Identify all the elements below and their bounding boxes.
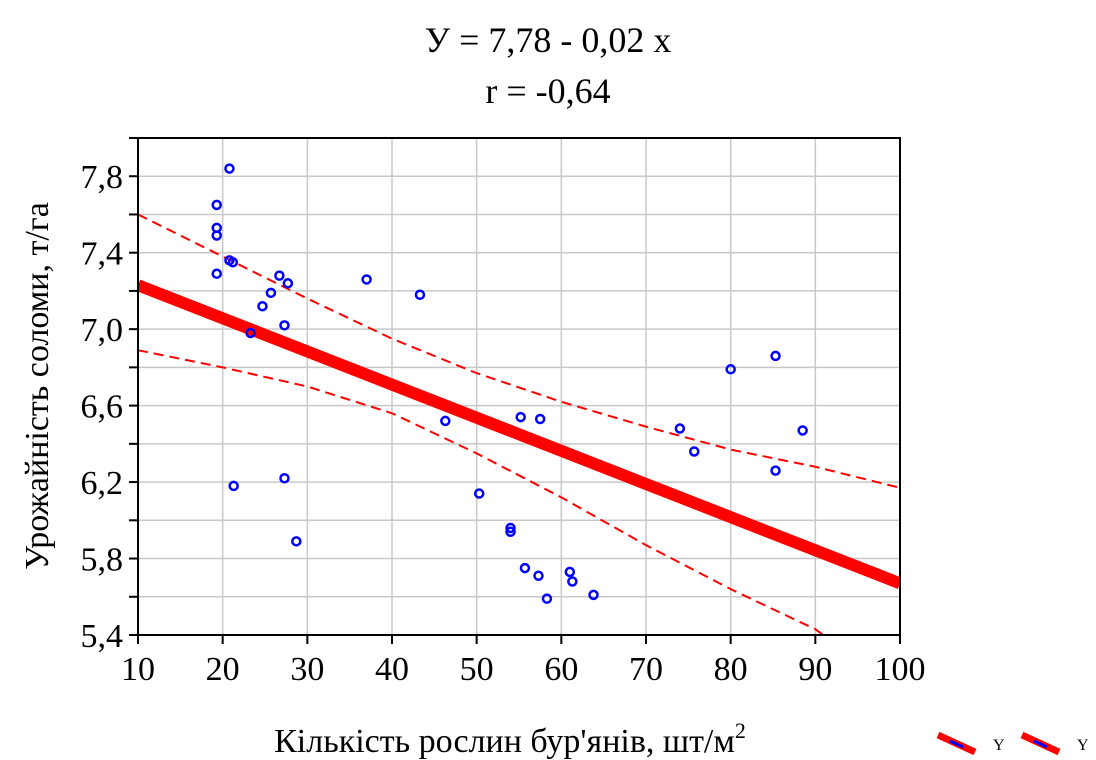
- data-point: [770, 465, 781, 476]
- data-point: [541, 593, 553, 604]
- y-tick-labels: 5,4 5,8 6,2 6,6 7,0 7,4 7,8: [81, 159, 124, 655]
- data-point: [265, 287, 277, 299]
- data-point: [725, 364, 736, 375]
- axis-ticks: [129, 137, 901, 644]
- data-point: [440, 415, 451, 427]
- y-tick-label: 6,6: [81, 389, 124, 426]
- ci-upper-line: [138, 213, 900, 489]
- data-point: [588, 589, 599, 601]
- x-tick-label: 70: [629, 651, 663, 688]
- legend-label-2: Y: [1077, 737, 1089, 754]
- x-tick-label: 40: [375, 651, 409, 688]
- y-tick-label: 5,8: [81, 542, 124, 579]
- grid-lines: [138, 138, 900, 635]
- data-point: [224, 163, 235, 174]
- data-point: [291, 536, 302, 547]
- x-tick-label: 30: [290, 651, 324, 688]
- data-point: [770, 350, 781, 362]
- x-tick-label: 100: [875, 651, 926, 688]
- data-point: [674, 423, 686, 434]
- data-point: [515, 411, 526, 423]
- x-tick-labels: 10 20 30 40 50 60 70 80 90 100: [121, 651, 926, 688]
- data-point: [279, 473, 290, 484]
- x-tick-label: 60: [544, 651, 578, 688]
- data-point: [361, 274, 372, 285]
- data-point: [211, 199, 222, 211]
- regression-line: [138, 279, 900, 589]
- regression-line-group: [138, 279, 900, 589]
- x-tick-label: 20: [206, 651, 240, 688]
- data-point: [228, 480, 239, 492]
- ci-lower-line: [138, 349, 825, 635]
- data-point: [567, 576, 578, 587]
- confidence-bands: [138, 213, 900, 635]
- data-point: [533, 570, 544, 581]
- x-axis-label: Кількість рослин бур'янів, шт/м2: [274, 718, 746, 760]
- legend-entry-1: Y: [936, 731, 1005, 756]
- data-point: [282, 278, 294, 289]
- chart-subtitle: r = -0,64: [485, 71, 610, 111]
- legend-entry-2: Y: [1020, 731, 1089, 756]
- data-point: [473, 488, 485, 499]
- data-point: [414, 289, 426, 300]
- y-tick-label: 7,4: [81, 236, 124, 273]
- data-point: [279, 320, 290, 331]
- y-tick-label: 7,0: [81, 312, 124, 349]
- chart-title: У = 7,78 - 0,02 x: [425, 20, 672, 60]
- legend: Y Y: [936, 731, 1089, 756]
- data-point: [519, 562, 531, 574]
- y-tick-label: 6,2: [81, 465, 124, 502]
- data-point: [211, 230, 222, 241]
- data-point: [211, 268, 222, 279]
- legend-label-1: Y: [993, 737, 1005, 754]
- data-point: [534, 413, 546, 425]
- data-point: [227, 257, 239, 268]
- data-point: [564, 566, 576, 578]
- data-point: [245, 327, 256, 339]
- data-point: [505, 526, 516, 538]
- y-axis-label: Урожайність соломи, т/га: [19, 202, 56, 570]
- data-points: [211, 163, 808, 604]
- data-point: [797, 425, 808, 436]
- data-point: [257, 300, 268, 312]
- y-tick-label: 7,8: [81, 159, 124, 196]
- y-tick-label: 5,4: [81, 618, 124, 655]
- x-tick-label: 50: [460, 651, 494, 688]
- plot-frame: [137, 137, 901, 636]
- data-point: [505, 522, 516, 534]
- x-tick-label: 90: [798, 651, 832, 688]
- data-point: [274, 270, 285, 281]
- x-tick-label: 10: [121, 651, 155, 688]
- data-point: [689, 446, 700, 457]
- x-tick-label: 80: [714, 651, 748, 688]
